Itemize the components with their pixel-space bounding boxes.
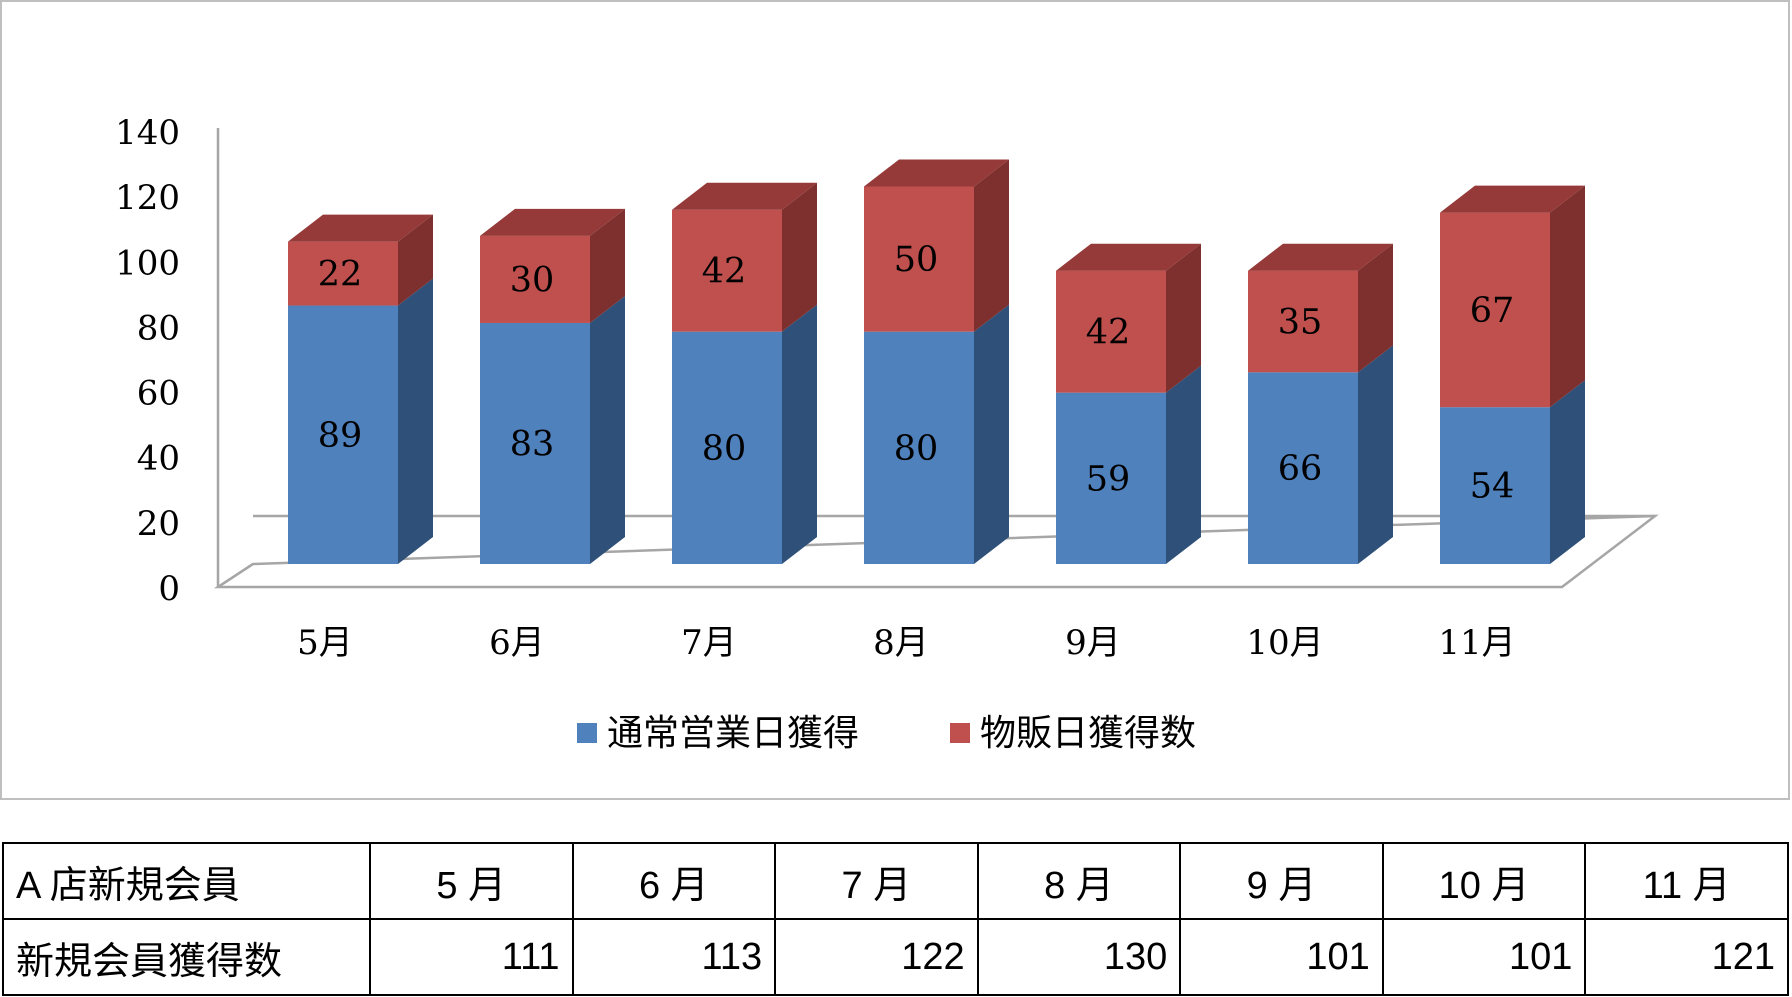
bar-segment — [1248, 270, 1358, 373]
data-label: 42 — [702, 252, 747, 292]
table-cell: 122 — [774, 918, 979, 996]
bar-side — [398, 278, 433, 564]
table-header-cell: 10 月 — [1381, 842, 1587, 920]
table-cell: 111 — [369, 918, 574, 996]
bar-side — [974, 159, 1009, 332]
legend-label: 通常営業日獲得 — [607, 713, 859, 754]
bar-segment — [288, 305, 398, 564]
bar-segment — [480, 322, 590, 564]
data-label: 22 — [318, 255, 363, 295]
table-header-cell: 5 月 — [369, 842, 574, 920]
x-tick-label: 7月 — [681, 623, 737, 663]
legend-swatch — [577, 723, 597, 743]
x-tick-label: 11月 — [1438, 623, 1515, 663]
data-label: 30 — [510, 260, 555, 300]
bar-side — [1550, 185, 1585, 408]
data-label: 54 — [1470, 467, 1515, 507]
bar-side — [590, 208, 625, 323]
bar-segment — [1440, 407, 1550, 564]
data-label: 67 — [1470, 291, 1515, 331]
bar-segment — [672, 331, 782, 564]
bar-top — [288, 214, 433, 242]
bar-side — [782, 182, 817, 332]
x-tick-label: 6月 — [489, 623, 545, 663]
floor-edge-line — [217, 562, 254, 589]
table-cell: 101 — [1179, 918, 1384, 996]
legend-swatch — [950, 723, 970, 743]
bar-side — [1550, 380, 1585, 564]
y-tick-label: 0 — [158, 569, 180, 609]
table-header-cell: 6 月 — [571, 842, 777, 920]
data-label: 80 — [702, 429, 747, 469]
table-cell: 121 — [1584, 918, 1789, 996]
bar-segment — [672, 209, 782, 332]
y-tick-label: 20 — [137, 504, 180, 544]
bar-segment — [288, 241, 398, 306]
stacked-bar-chart: 0 20 40 60 80 100 120 140 89 22 5月 83 30 6月 80 42 7月 80 50… — [115, 113, 1659, 754]
bar-top — [480, 208, 625, 236]
table-cell: 101 — [1381, 918, 1587, 996]
data-label: 42 — [1086, 313, 1131, 353]
bar-side — [398, 214, 433, 306]
bar-top — [1056, 243, 1201, 271]
bar-side — [1358, 345, 1393, 564]
bar-top — [672, 182, 817, 210]
y-tick-label: 120 — [115, 178, 180, 218]
data-label: 50 — [894, 240, 939, 280]
bar-top — [1248, 243, 1393, 271]
table-header-cell: 8 月 — [976, 842, 1182, 920]
bar-segment — [1056, 270, 1166, 393]
data-label: 89 — [318, 416, 363, 456]
table-header-row: A 店新規会員 5 月 6 月 7 月 8 月 9 月 10 月 11 月 — [2, 842, 1789, 920]
table-header-cell: 11 月 — [1584, 842, 1789, 920]
y-tick-label: 60 — [137, 374, 180, 414]
table-cell: 新規会員獲得数 — [2, 918, 371, 996]
legend-label: 物販日獲得数 — [980, 713, 1196, 754]
data-label: 35 — [1278, 303, 1323, 343]
table-row: 新規会員獲得数 111 113 122 130 101 101 121 — [2, 918, 1789, 996]
bar-side — [974, 304, 1009, 564]
y-tick-label: 140 — [115, 113, 180, 153]
y-tick-label: 40 — [137, 439, 180, 479]
bar-side — [1358, 243, 1393, 373]
bar-segment — [1440, 212, 1550, 408]
bar-segment — [480, 235, 590, 323]
x-tick-label: 10月 — [1246, 623, 1323, 663]
data-label: 83 — [510, 424, 555, 464]
table-header-cell: A 店新規会員 — [2, 842, 371, 920]
bar-side — [1166, 365, 1201, 564]
bar-side — [782, 304, 817, 564]
bar-segment — [864, 331, 974, 564]
bar-top — [1440, 185, 1585, 213]
bar-segment — [1248, 372, 1358, 564]
x-tick-label: 8月 — [873, 623, 929, 663]
table-header-cell: 7 月 — [774, 842, 979, 920]
data-label: 80 — [894, 429, 939, 469]
table-header-cell: 9 月 — [1179, 842, 1384, 920]
x-tick-label: 9月 — [1065, 623, 1121, 663]
table-cell: 130 — [976, 918, 1182, 996]
y-tick-label: 80 — [137, 308, 180, 348]
table-cell: 113 — [571, 918, 777, 996]
y-tick-label: 100 — [115, 243, 180, 283]
bar-side — [1166, 243, 1201, 393]
bar-side — [590, 295, 625, 564]
members-table: A 店新規会員 5 月 6 月 7 月 8 月 9 月 10 月 11 月 新規… — [2, 842, 1789, 996]
x-tick-label: 5月 — [297, 623, 353, 663]
bar-segment — [864, 186, 974, 332]
data-label: 59 — [1086, 459, 1131, 499]
bar-top — [864, 159, 1009, 187]
bar-segment — [1056, 392, 1166, 564]
data-label: 66 — [1278, 449, 1323, 489]
